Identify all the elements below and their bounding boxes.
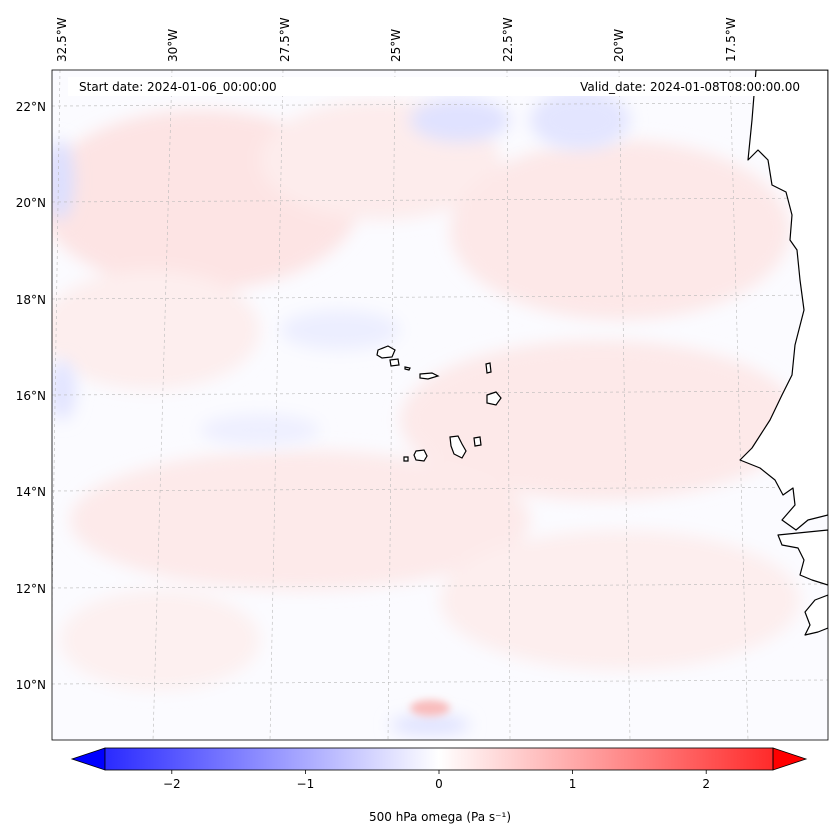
colorbar-extend-max-arrow (772, 747, 808, 771)
island-maio (473, 436, 482, 447)
guinea-bissau-coast (804, 594, 828, 636)
longitude-label: 22.5°W (501, 17, 515, 62)
meridian-line (269, 70, 284, 740)
island-santo-antao (376, 345, 396, 359)
colorbar-ticks: −2 −1 0 1 2 (163, 770, 710, 791)
gridlines (52, 70, 828, 740)
colorbar-gradient (105, 748, 773, 770)
latitude-label: 22°N (16, 100, 46, 114)
omega-positive-band (52, 270, 260, 390)
senegal-gambia-coast (777, 529, 828, 586)
latitude-label: 20°N (16, 196, 46, 210)
colorbar: −2 −1 0 1 2 500 hPa omega (Pa s⁻¹) (70, 747, 808, 824)
omega-positive-band (400, 340, 800, 500)
cape-verde-islands (376, 345, 502, 462)
west-africa-land (739, 70, 828, 531)
omega-positive-band (70, 450, 530, 590)
header-band (68, 77, 813, 96)
colorbar-tick-label: −2 (163, 777, 181, 791)
island-boa-vista (486, 391, 502, 406)
colorbar-title: 500 hPa omega (Pa s⁻¹) (369, 810, 511, 824)
meridian-line (387, 70, 396, 740)
island-santiago (449, 435, 467, 459)
omega-negative-patch (200, 414, 320, 446)
start-date-label: Start date: 2024-01-06_00:00:00 (79, 80, 277, 94)
latitude-labels: 22°N 20°N 18°N 16°N 14°N 12°N 10°N (16, 100, 46, 692)
island-sao-nicolau (419, 372, 440, 380)
latitude-label: 16°N (16, 389, 46, 403)
omega-negative-patch (52, 140, 74, 220)
colorbar-tick-label: −1 (297, 777, 315, 791)
longitude-labels: 32.5°W 30°W 27.5°W 25°W 22.5°W 20°W 17.5… (55, 17, 738, 62)
island-santa-luzia (404, 366, 411, 371)
omega-positive-maximum (410, 700, 450, 716)
latitude-label: 14°N (16, 485, 46, 499)
meridian-line (618, 70, 631, 740)
colorbar-tick-label: 0 (435, 777, 443, 791)
omega-field (52, 70, 828, 740)
colorbar-extend-min-arrow (70, 747, 106, 771)
omega-positive-band (60, 590, 260, 690)
meridian-line (152, 70, 173, 740)
omega-negative-patch (410, 98, 510, 142)
map-frame (51, 69, 829, 741)
omega-negative-patch (530, 90, 630, 150)
island-fogo (413, 449, 428, 462)
latitude-label: 18°N (16, 293, 46, 307)
omega-positive-band (450, 140, 790, 320)
map-panel: Start date: 2024-01-06_00:00:00 Valid_da… (51, 69, 829, 741)
island-sal (485, 362, 492, 374)
longitude-label: 20°W (612, 29, 626, 62)
latitude-label: 10°N (16, 678, 46, 692)
meridian-line (506, 70, 511, 740)
colorbar-tick-label: 2 (702, 777, 710, 791)
longitude-label: 27.5°W (278, 17, 292, 62)
island-sao-vicente (389, 358, 400, 367)
omega-negative-patch (280, 310, 400, 350)
omega-negative-patch (52, 360, 76, 420)
longitude-label: 30°W (166, 29, 180, 62)
longitude-label: 32.5°W (55, 17, 69, 62)
omega-negative-patch (390, 715, 470, 735)
meridian-line (729, 70, 749, 740)
colorbar-tick-label: 1 (569, 777, 577, 791)
island-brava (403, 456, 409, 462)
longitude-label: 17.5°W (724, 17, 738, 62)
omega-positive-band (440, 530, 800, 670)
valid-date-label: Valid_date: 2024-01-08T08:00:00.00 (580, 80, 800, 94)
longitude-label: 25°W (389, 29, 403, 62)
latitude-label: 12°N (16, 582, 46, 596)
